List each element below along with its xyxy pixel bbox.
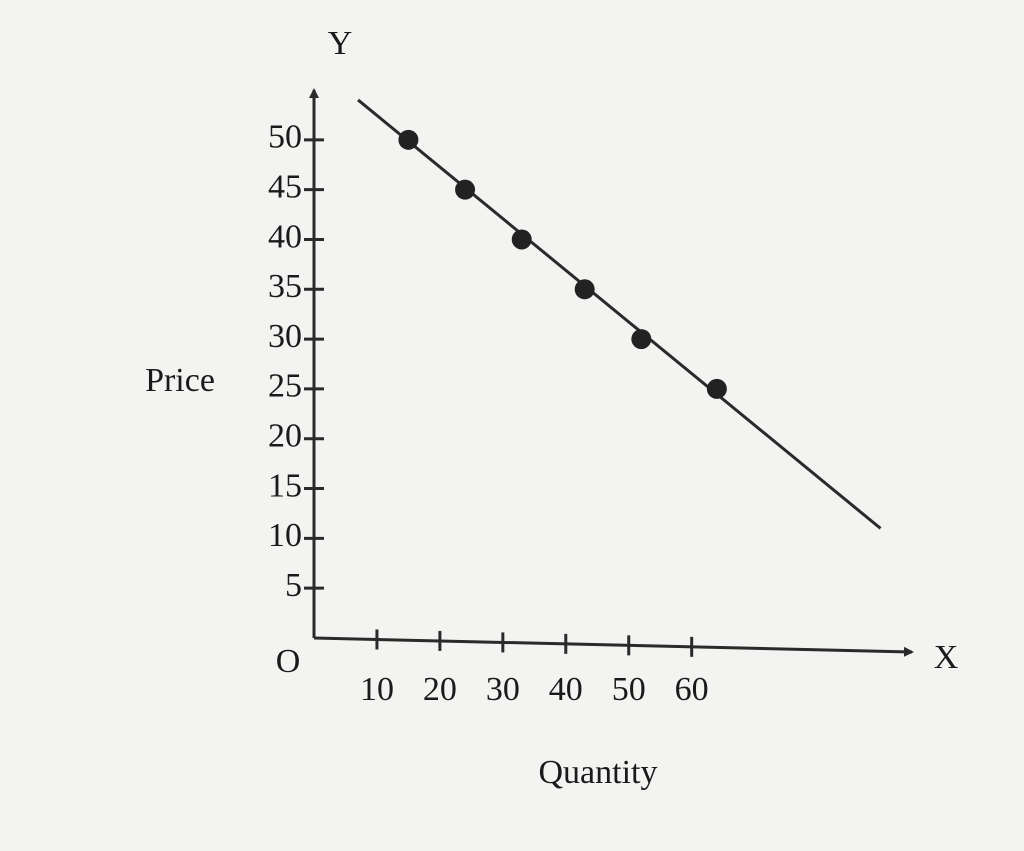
y-axis-label: Price	[145, 362, 215, 399]
demand-line	[357, 98, 882, 530]
y-tick-label: 40	[268, 218, 302, 255]
y-axis-name: Y	[328, 25, 353, 62]
x-axis	[313, 636, 914, 657]
origin-label: O	[276, 643, 301, 680]
y-tick-label: 15	[268, 467, 302, 504]
y-tick-label: 5	[285, 567, 302, 604]
x-axis-name: X	[934, 639, 959, 676]
x-tick-label: 10	[360, 671, 394, 708]
data-point	[631, 329, 652, 350]
y-tick-label: 50	[268, 119, 302, 156]
y-tick-label: 30	[268, 318, 302, 355]
data-point	[706, 378, 727, 399]
data-point	[455, 179, 476, 200]
data-point	[574, 279, 595, 300]
y-tick-label: 35	[268, 268, 302, 305]
data-point	[511, 229, 532, 250]
x-tick-label: 30	[486, 671, 520, 708]
y-tick-label: 45	[268, 168, 302, 205]
x-tick-label: 60	[675, 671, 709, 708]
x-tick-label: 40	[549, 671, 583, 708]
x-tick-label: 20	[423, 671, 457, 708]
y-tick-label: 10	[268, 517, 302, 554]
x-tick-label: 50	[612, 671, 646, 708]
x-axis-label: Quantity	[539, 754, 658, 791]
y-tick-label: 25	[268, 368, 302, 405]
y-tick-label: 20	[268, 418, 302, 455]
data-point	[398, 129, 419, 150]
